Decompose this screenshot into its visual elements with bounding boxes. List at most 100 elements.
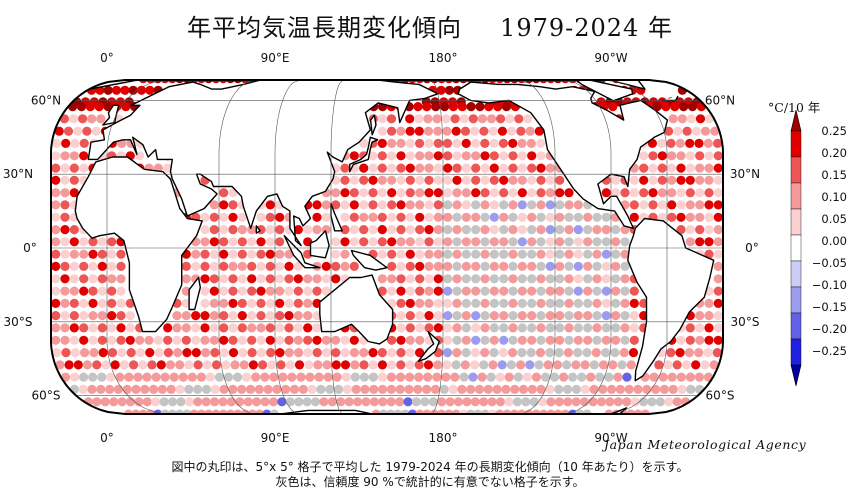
trend-dot [401, 39, 410, 48]
trend-dot [582, 409, 592, 414]
trend-dot [592, 311, 602, 321]
trend-dot [225, 409, 236, 414]
trend-dot [332, 372, 342, 382]
trend-dot [70, 138, 80, 148]
trend-dot [109, 397, 119, 407]
trend-dot [289, 384, 300, 394]
trend-dot [414, 114, 424, 124]
trend-dot [685, 188, 695, 198]
trend-dot [415, 80, 425, 84]
trend-dot [166, 384, 176, 394]
trend-dot [433, 360, 443, 370]
trend-dot [331, 188, 341, 198]
trend-dot [704, 335, 714, 345]
trend-dot [443, 286, 453, 296]
trend-dot [415, 200, 425, 210]
trend-dot [545, 212, 555, 222]
trend-dot [378, 384, 388, 394]
trend-dot [189, 409, 199, 414]
trend-dot [205, 372, 215, 382]
trend-dot [219, 286, 229, 296]
trend-dot [536, 323, 546, 333]
trend-dot [124, 372, 134, 382]
trend-dot [527, 151, 537, 161]
trend-dot [549, 372, 560, 382]
trend-dot [400, 409, 410, 414]
trend-dot [443, 175, 453, 185]
trend-dot [131, 384, 141, 394]
trend-dot [517, 249, 527, 259]
trend-dot [499, 163, 509, 173]
trend-dot [527, 237, 537, 247]
trend-dot [331, 200, 341, 210]
trend-dot [499, 311, 509, 321]
trend-dot [142, 397, 152, 407]
trend-dot [237, 384, 247, 394]
trend-dot [685, 212, 695, 222]
trend-dot [124, 62, 133, 71]
trend-dot [256, 348, 266, 358]
trend-dot [620, 249, 630, 259]
trend-dot [63, 126, 74, 136]
trend-dot [405, 138, 415, 148]
trend-dot [685, 151, 695, 161]
trend-dot [452, 175, 462, 185]
trend-dot [452, 286, 462, 296]
trend-dot [256, 274, 266, 284]
trend-dot [517, 237, 527, 247]
trend-dot [401, 51, 410, 60]
trend-dot [503, 39, 512, 48]
trend-dot [415, 348, 425, 358]
trend-dot [247, 237, 257, 247]
trend-dot [495, 39, 504, 48]
trend-dot [341, 372, 351, 382]
trend-dot [441, 114, 451, 124]
trend-dot [60, 151, 70, 161]
trend-dot [146, 62, 155, 71]
top-lon-label: 90°E [261, 51, 290, 65]
left-lat-label: 30°S [4, 315, 33, 329]
trend-dot [573, 225, 583, 235]
trend-dot [659, 384, 670, 394]
trend-dot [285, 397, 295, 407]
trend-dot [175, 360, 185, 370]
title-text: 年平均気温長期変化傾向 [187, 14, 463, 42]
trend-dot [429, 80, 439, 84]
trend-dot [471, 249, 481, 259]
trend-dot [372, 62, 381, 71]
trend-dot [545, 323, 555, 333]
trend-dot [275, 335, 285, 345]
trend-dot [634, 62, 643, 71]
trend-dot [181, 335, 191, 345]
trend-dot [481, 39, 490, 48]
trend-dot [713, 138, 723, 148]
trend-dot [517, 212, 527, 222]
trend-dot [219, 212, 229, 222]
trend-dot [278, 372, 288, 382]
trend-dot [516, 360, 526, 370]
trend-dot [168, 62, 177, 71]
trend-dot [228, 274, 238, 284]
trend-dot [378, 397, 388, 407]
trend-dot [451, 360, 461, 370]
trend-dot [335, 51, 344, 60]
trend-dot [211, 51, 220, 60]
trend-dot [676, 200, 686, 210]
trend-dot [61, 348, 71, 358]
trend-dot [535, 348, 546, 358]
trend-dot [499, 212, 509, 222]
trend-dot [471, 274, 481, 284]
trend-dot [668, 384, 678, 394]
trend-dot [553, 51, 562, 60]
trend-dot [393, 409, 403, 414]
trend-dot [657, 188, 667, 198]
trend-dot [573, 200, 583, 210]
trend-dot [299, 62, 308, 71]
agency-credit: Japan Meteorological Agency [604, 437, 807, 452]
trend-dot [575, 39, 584, 48]
trend-dot [122, 384, 132, 394]
trend-dot [97, 286, 107, 296]
trend-dot [545, 286, 555, 296]
trend-dot [349, 151, 359, 161]
trend-dot [553, 62, 562, 71]
